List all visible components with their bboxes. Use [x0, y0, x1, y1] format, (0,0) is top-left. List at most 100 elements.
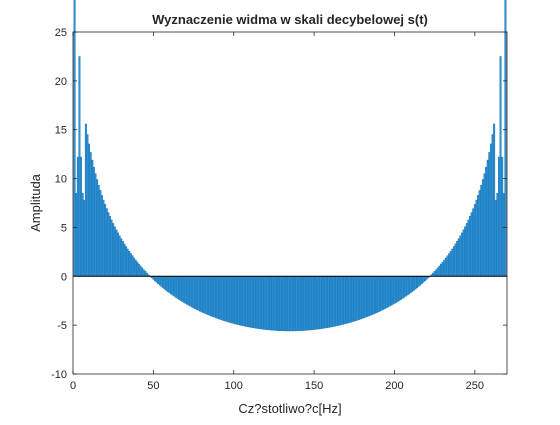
- spectrum-bar: [468, 220, 470, 276]
- spectrum-bar: [408, 276, 410, 294]
- spectrum-bar: [503, 193, 505, 276]
- spectrum-bar: [117, 233, 119, 276]
- spectrum-bar: [260, 276, 262, 329]
- spectrum-bar: [101, 195, 103, 276]
- spectrum-bar: [297, 276, 299, 331]
- spectrum-bar: [85, 124, 87, 276]
- spectrum-bar: [236, 276, 238, 324]
- spectrum-bar: [489, 152, 491, 276]
- spectrum-bar: [140, 266, 142, 276]
- spectrum-bar: [480, 185, 482, 276]
- spectrum-bar: [413, 276, 415, 290]
- spectrum-bar: [355, 276, 357, 320]
- spectrum-bar: [185, 276, 187, 303]
- spectrum-bar: [281, 276, 283, 331]
- spectrum-bar: [329, 276, 331, 327]
- spectrum-bar: [135, 260, 137, 276]
- spectrum-bar: [243, 276, 245, 326]
- spectrum-bar: [374, 276, 376, 313]
- spectrum-bar: [239, 276, 241, 325]
- spectrum-bar: [119, 236, 121, 277]
- spectrum-bar: [378, 276, 380, 312]
- y-tick-label: 15: [55, 125, 67, 137]
- spectrum-bar: [415, 276, 417, 289]
- spectrum-bar: [255, 276, 257, 328]
- spectrum-bar: [265, 276, 267, 329]
- spectrum-bar: [400, 276, 402, 299]
- x-tick-label: 0: [70, 380, 76, 392]
- spectrum-bar: [74, 0, 76, 276]
- spectrum-bar: [79, 56, 81, 276]
- spectrum-bar: [228, 276, 230, 322]
- spectrum-bar: [344, 276, 346, 324]
- spectrum-bar: [227, 276, 229, 321]
- spectrum-bar: [162, 276, 164, 288]
- spectrum-bar: [100, 190, 102, 276]
- spectrum-bar: [423, 276, 425, 282]
- spectrum-bar: [246, 276, 248, 326]
- spectrum-bar: [206, 276, 208, 314]
- spectrum-bar: [304, 276, 306, 330]
- y-tick-label: -5: [57, 320, 67, 332]
- spectrum-bar: [217, 276, 219, 318]
- spectrum-bar: [365, 276, 367, 317]
- spectrum-bar: [275, 276, 277, 330]
- x-axis-label: Cz?stotliwo?c[Hz]: [238, 401, 341, 416]
- spectrum-bar: [476, 200, 478, 276]
- spectrum-bar: [116, 230, 118, 276]
- spectrum-bar: [112, 223, 114, 276]
- spectrum-bar: [312, 276, 314, 330]
- spectrum-bar: [286, 276, 288, 331]
- spectrum-bar: [133, 258, 135, 276]
- spectrum-bar: [360, 276, 362, 319]
- spectrum-bar: [469, 216, 471, 276]
- y-tick-label: 0: [61, 271, 67, 283]
- spectrum-bar: [267, 276, 269, 330]
- y-tick-label: 10: [55, 174, 67, 186]
- spectrum-bar: [445, 258, 447, 276]
- spectrum-bar: [307, 276, 309, 330]
- spectrum-bar: [320, 276, 322, 329]
- spectrum-bar: [437, 268, 439, 277]
- spectrum-bar: [321, 276, 323, 328]
- spectrum-bar: [440, 264, 442, 276]
- spectrum-bar: [310, 276, 312, 330]
- x-tick-label: 100: [225, 380, 243, 392]
- spectrum-bar: [124, 244, 126, 276]
- spectrum-bar: [188, 276, 190, 305]
- spectrum-bar: [402, 276, 404, 298]
- spectrum-bar: [376, 276, 378, 312]
- y-tick-label: 5: [61, 222, 67, 234]
- spectrum-bar: [399, 276, 401, 300]
- spectrum-bar: [204, 276, 206, 313]
- spectrum-bar: [87, 135, 89, 277]
- spectrum-bar: [421, 276, 423, 284]
- spectrum-bar: [455, 244, 457, 276]
- spectrum-bar: [132, 256, 134, 277]
- spectrum-bar: [138, 264, 140, 276]
- y-axis-label: Amplituda: [28, 173, 43, 232]
- spectrum-bar: [345, 276, 347, 323]
- spectrum-bar: [434, 271, 436, 276]
- spectrum-bar: [466, 223, 468, 276]
- spectrum-bar: [448, 254, 450, 277]
- spectrum-bar: [183, 276, 185, 302]
- spectrum-bar: [214, 276, 216, 317]
- spectrum-bar: [341, 276, 343, 325]
- spectrum-bar: [263, 276, 265, 329]
- spectrum-bar: [435, 270, 437, 277]
- spectrum-bar: [294, 276, 296, 331]
- spectrum-bar: [77, 157, 79, 276]
- spectrum-bar: [209, 276, 211, 315]
- spectrum-bar: [223, 276, 225, 320]
- spectrum-bar: [247, 276, 249, 327]
- spectrum-bar: [444, 260, 446, 276]
- spectrum-bar: [103, 200, 105, 276]
- spectrum-bar: [109, 216, 111, 276]
- spectrum-bar: [207, 276, 209, 314]
- spectrum-bar: [222, 276, 224, 320]
- spectrum-bar: [91, 160, 93, 276]
- spectrum-bar: [230, 276, 232, 322]
- spectrum-bar: [254, 276, 256, 328]
